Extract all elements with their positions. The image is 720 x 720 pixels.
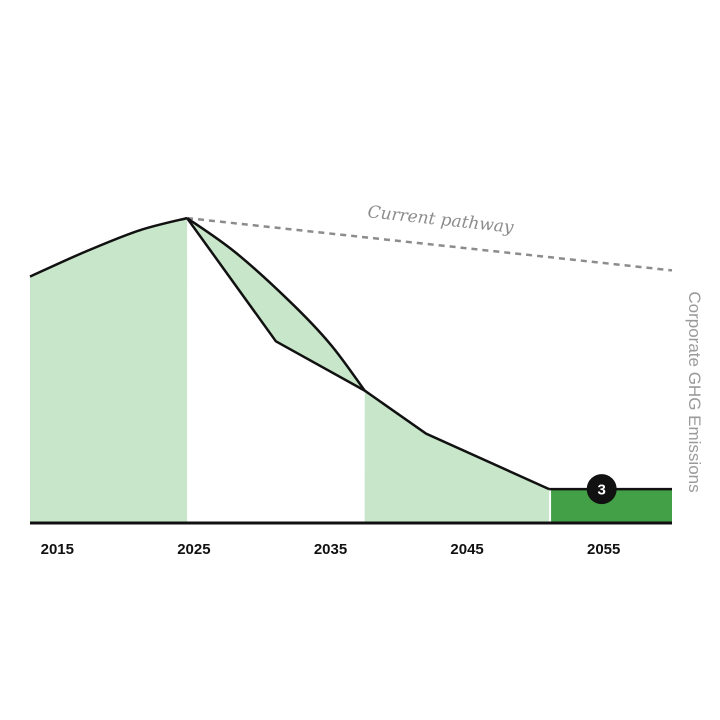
badge-circle [586, 474, 617, 505]
x-tick-label: 2025 [177, 541, 210, 558]
milestone-badge: 3 [586, 474, 617, 505]
x-tick-label: 2015 [41, 541, 74, 558]
area-wedge [187, 218, 365, 391]
x-tick-label: 2035 [314, 541, 347, 558]
area-historical [30, 218, 188, 523]
y-axis-label: Corporate GHG Emissions [685, 291, 704, 492]
badge-label: 3 [598, 482, 606, 499]
x-tick-label: 2045 [450, 541, 483, 558]
current-pathway-line [186, 216, 673, 272]
line-historical [29, 216, 188, 278]
x-axis-ticks: 2015 2025 2035 2045 2055 [41, 541, 621, 558]
line-upper-curve [186, 217, 366, 392]
area-net-zero [551, 489, 672, 523]
current-pathway-label: Current pathway [367, 202, 515, 238]
x-tick-label: 2055 [587, 541, 620, 558]
